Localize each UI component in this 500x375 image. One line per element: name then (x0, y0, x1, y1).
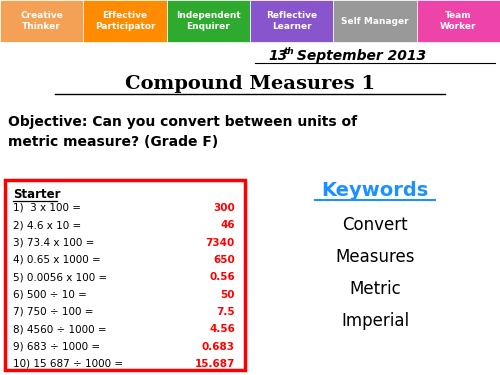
Text: th: th (284, 46, 294, 56)
Text: 0.683: 0.683 (202, 342, 235, 352)
Text: Convert: Convert (342, 216, 408, 234)
Bar (5, 180, 245, 370)
Text: Reflective
Learner: Reflective Learner (266, 11, 317, 31)
Text: 300: 300 (213, 203, 235, 213)
Text: 7) 750 ÷ 100 =: 7) 750 ÷ 100 = (13, 307, 94, 317)
Text: 10) 15 687 ÷ 1000 =: 10) 15 687 ÷ 1000 = (13, 359, 123, 369)
Text: Independent
Enquirer: Independent Enquirer (176, 11, 240, 31)
Text: 2) 4.6 x 10 =: 2) 4.6 x 10 = (13, 220, 81, 230)
Bar (84, 0, 166, 42)
Text: Objective: Can you convert between units of: Objective: Can you convert between units… (8, 115, 357, 129)
Text: 8) 4560 ÷ 1000 =: 8) 4560 ÷ 1000 = (13, 324, 106, 334)
Text: 9) 683 ÷ 1000 =: 9) 683 ÷ 1000 = (13, 342, 100, 352)
Text: metric measure? (Grade F): metric measure? (Grade F) (8, 135, 218, 149)
Text: 1)  3 x 100 =: 1) 3 x 100 = (13, 203, 81, 213)
Text: 7340: 7340 (206, 238, 235, 248)
Text: 15.687: 15.687 (194, 359, 235, 369)
Text: Effective
Participator: Effective Participator (95, 11, 155, 31)
Bar (416, 0, 500, 42)
Text: 7.5: 7.5 (216, 307, 235, 317)
Text: Starter: Starter (13, 188, 60, 201)
Text: Imperial: Imperial (341, 312, 409, 330)
Text: Metric: Metric (349, 280, 401, 298)
Text: Team
Worker: Team Worker (440, 11, 476, 31)
Text: Self Manager: Self Manager (341, 16, 409, 26)
Text: 46: 46 (220, 220, 235, 230)
Text: 0.56: 0.56 (209, 272, 235, 282)
Bar (166, 0, 250, 42)
Text: 4) 0.65 x 1000 =: 4) 0.65 x 1000 = (13, 255, 101, 265)
Text: 4.56: 4.56 (209, 324, 235, 334)
Text: Creative
Thinker: Creative Thinker (20, 11, 63, 31)
Bar (0, 0, 84, 42)
Text: 50: 50 (220, 290, 235, 300)
Bar (334, 0, 416, 42)
Text: 13: 13 (268, 49, 287, 63)
Text: 5) 0.0056 x 100 =: 5) 0.0056 x 100 = (13, 272, 107, 282)
Text: 3) 73.4 x 100 =: 3) 73.4 x 100 = (13, 238, 94, 248)
Text: Measures: Measures (335, 248, 415, 266)
Text: 650: 650 (213, 255, 235, 265)
Text: Compound Measures 1: Compound Measures 1 (125, 75, 375, 93)
Text: 6) 500 ÷ 10 =: 6) 500 ÷ 10 = (13, 290, 87, 300)
Text: September 2013: September 2013 (292, 49, 426, 63)
Text: Keywords: Keywords (322, 180, 428, 200)
Bar (250, 0, 334, 42)
